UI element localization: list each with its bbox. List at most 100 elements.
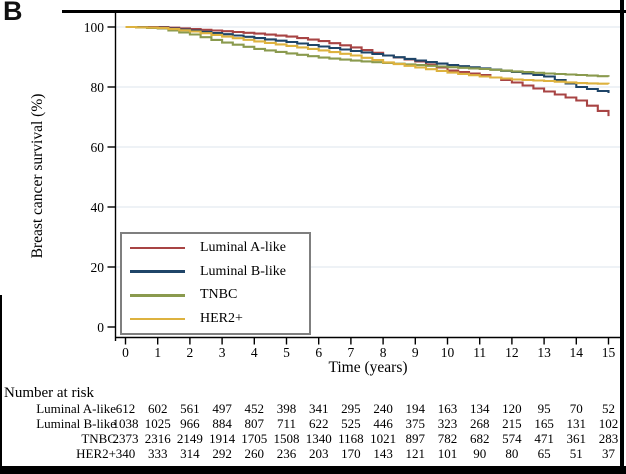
risk-count: 80 (505, 446, 519, 461)
risk-count: 134 (469, 401, 490, 416)
risk-count: 612 (115, 401, 136, 416)
legend-label: TNBC (200, 287, 238, 303)
risk-count: 711 (276, 416, 297, 431)
x-axis-title: Time (years) (328, 359, 408, 376)
risk-count: 1914 (209, 431, 236, 446)
y-tick-label-100: 100 (83, 20, 104, 35)
y-tick-label-20: 20 (90, 260, 105, 275)
risk-row-label: TNBC (81, 431, 116, 446)
legend-label: Luminal A-like (200, 239, 286, 255)
legend-row: HER2+ (122, 311, 309, 327)
risk-count: 966 (180, 416, 200, 431)
panel-label: B (3, 0, 23, 26)
risk-count: 446 (373, 416, 393, 431)
legend-row: Luminal B-like (122, 264, 309, 280)
legend-label: Luminal B-like (200, 263, 286, 279)
risk-count: 361 (566, 431, 587, 446)
x-tick-label-3: 3 (218, 345, 226, 360)
risk-count: 574 (502, 431, 522, 446)
risk-count: 1340 (305, 431, 332, 446)
survival-curve-luminal-b-like (125, 25, 610, 93)
risk-count: 52 (602, 401, 615, 416)
risk-count: 398 (276, 401, 297, 416)
legend-line-icon (130, 270, 185, 273)
risk-count: 90 (473, 446, 487, 461)
risk-count: 292 (212, 446, 232, 461)
x-tick-label-10: 10 (440, 345, 455, 360)
frame-line-right (620, 0, 624, 474)
legend-row: Luminal A-like (122, 240, 309, 256)
risk-count: 283 (598, 431, 619, 446)
risk-count: 897 (405, 431, 426, 446)
risk-count: 236 (276, 446, 297, 461)
legend: Luminal A-like Luminal B-like TNBC HER2+ (120, 232, 311, 335)
x-tick-label-9: 9 (411, 345, 419, 360)
x-tick-label-4: 4 (250, 345, 258, 360)
risk-count: 295 (341, 401, 361, 416)
risk-count: 341 (308, 401, 329, 416)
risk-count: 51 (569, 446, 583, 461)
x-tick-label-13: 13 (537, 345, 551, 360)
x-tick-label-1: 1 (154, 345, 162, 360)
risk-count: 471 (534, 431, 554, 446)
x-tick-label-15: 15 (601, 345, 616, 360)
risk-count: 70 (569, 401, 583, 416)
risk-count: 323 (437, 416, 458, 431)
risk-count: 131 (566, 416, 587, 431)
risk-count: 102 (598, 416, 619, 431)
risk-count: 525 (341, 416, 361, 431)
y-axis-title: Breast cancer survival (%) (29, 93, 46, 259)
risk-count: 884 (212, 416, 232, 431)
risk-count: 268 (469, 416, 490, 431)
legend-label: HER2+ (200, 311, 243, 327)
x-tick-label-6: 6 (315, 345, 323, 360)
risk-count: 194 (405, 401, 426, 416)
x-tick-label-12: 12 (505, 345, 519, 360)
x-tick-label-7: 7 (347, 345, 355, 360)
risk-row-label: Luminal B-like (36, 416, 116, 431)
legend-row: TNBC (122, 287, 309, 303)
risk-count: 1508 (273, 431, 300, 446)
risk-count: 340 (115, 446, 136, 461)
risk-count: 2316 (144, 431, 171, 446)
risk-count: 622 (308, 416, 329, 431)
y-tick-label-40: 40 (90, 200, 105, 215)
risk-count: 37 (602, 446, 615, 461)
risk-count: 682 (469, 431, 490, 446)
risk-count: 314 (180, 446, 200, 461)
x-tick-label-0: 0 (122, 345, 129, 360)
risk-row-label: HER2+ (76, 446, 116, 461)
risk-count: 65 (537, 446, 551, 461)
survival-curve-her2- (125, 25, 610, 85)
risk-count: 121 (405, 446, 426, 461)
risk-count: 1021 (370, 431, 397, 446)
x-tick-label-11: 11 (473, 345, 487, 360)
risk-count: 452 (244, 401, 265, 416)
y-tick-label-80: 80 (90, 80, 105, 95)
risk-count: 215 (502, 416, 522, 431)
risk-count: 170 (341, 446, 361, 461)
risk-count: 497 (212, 401, 232, 416)
risk-count: 1705 (241, 431, 268, 446)
x-tick-label-5: 5 (283, 345, 290, 360)
risk-count: 101 (437, 446, 458, 461)
y-tick-label-60: 60 (90, 140, 105, 155)
risk-count: 1025 (144, 416, 171, 431)
survival-curve-luminal-a-like (125, 25, 610, 117)
risk-count: 375 (405, 416, 426, 431)
risk-count: 1168 (338, 431, 364, 446)
risk-count: 260 (244, 446, 265, 461)
risk-count: 1038 (112, 416, 139, 431)
risk-row-label: Luminal A-like (36, 401, 116, 416)
risk-count: 95 (537, 401, 551, 416)
y-tick-label-0: 0 (97, 320, 104, 335)
legend-line-icon (130, 317, 185, 321)
legend-line-icon (130, 294, 185, 297)
risk-count: 240 (373, 401, 393, 416)
x-tick-label-2: 2 (186, 345, 194, 360)
risk-count: 163 (437, 401, 458, 416)
risk-count: 782 (437, 431, 458, 446)
frame-line-top (62, 10, 626, 13)
